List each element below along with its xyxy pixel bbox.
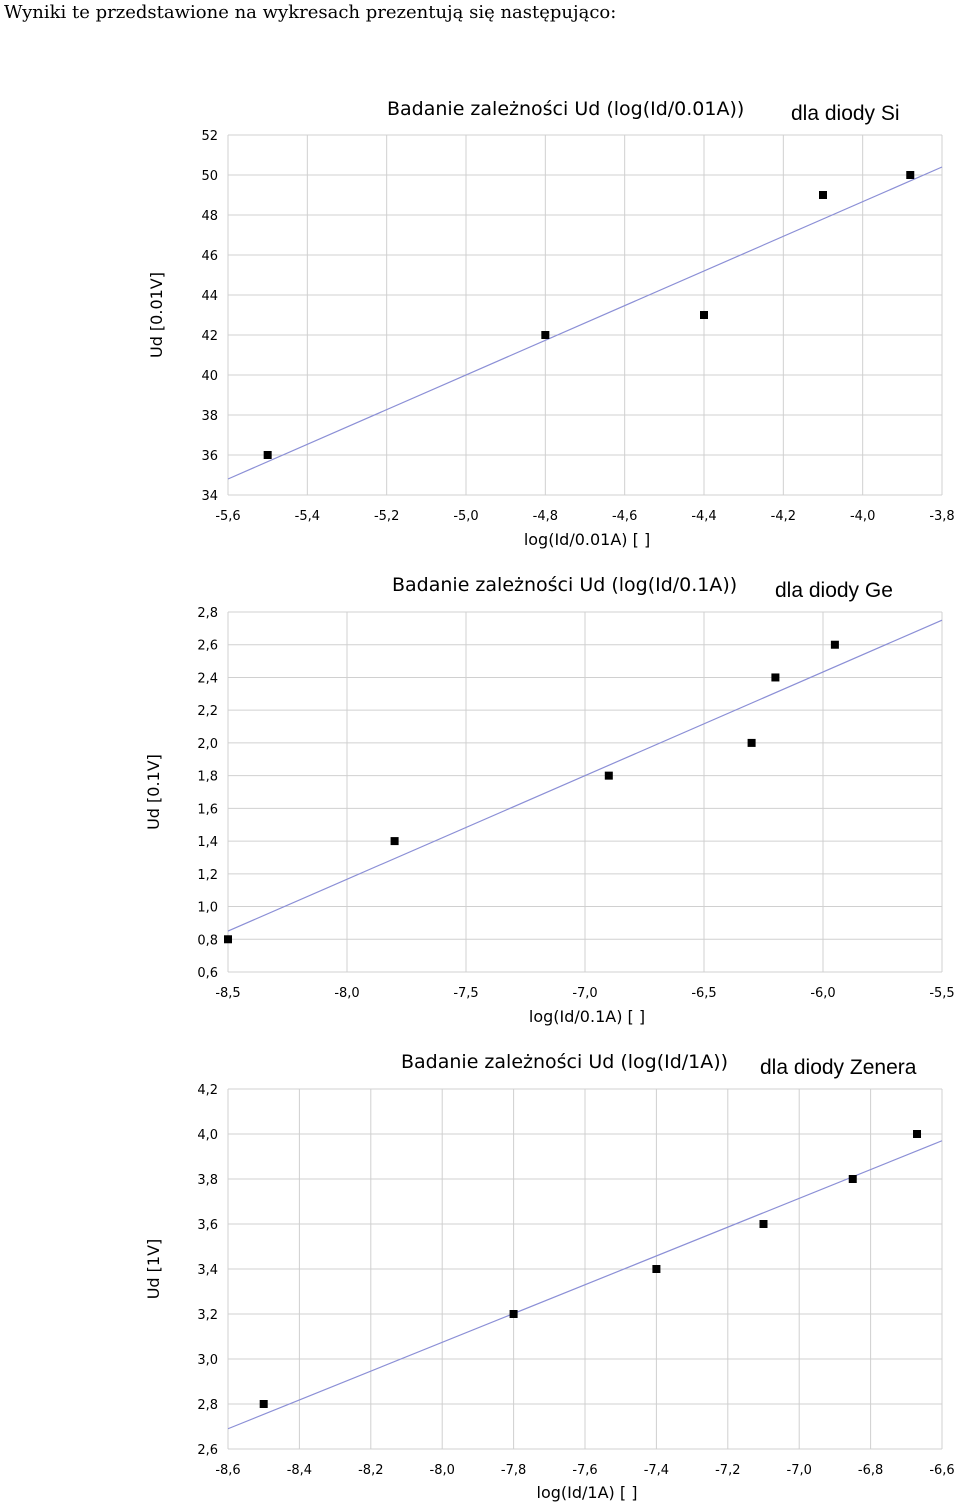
y-tick-label: 1,2 <box>197 868 218 883</box>
data-point <box>747 738 756 747</box>
grid <box>227 1088 943 1450</box>
y-axis-label: Ud [1V] <box>144 1239 163 1300</box>
chart-subtitle: dla diody Zenera <box>760 1056 917 1079</box>
chart-title: Badanie zależności Ud (log(Id/1A)) <box>401 1051 728 1073</box>
trend-line <box>227 1140 943 1430</box>
y-tick-label: 4,2 <box>197 1083 218 1098</box>
chart-title: Badanie zależności Ud (log(Id/0.1A)) <box>392 574 737 596</box>
x-tick-label: -3,8 <box>929 509 954 524</box>
trend-line <box>227 619 943 932</box>
y-tick-label: 3,0 <box>197 1353 218 1368</box>
y-tick-label: 1,8 <box>197 770 218 785</box>
x-axis-label: log(Id/0.01A) [ ] <box>524 530 650 549</box>
x-tick-label: -5,2 <box>374 509 399 524</box>
y-tick-label: 0,6 <box>197 966 218 981</box>
data-point <box>771 673 780 682</box>
x-tick-label: -4,8 <box>533 509 558 524</box>
x-tick-label: -7,0 <box>787 1463 812 1478</box>
x-tick-label: -7,0 <box>572 986 597 1001</box>
y-tick-label: 3,6 <box>197 1218 218 1233</box>
y-tick-label: 2,8 <box>197 1398 218 1413</box>
y-tick-label: 2,2 <box>197 704 218 719</box>
x-tick-label: -6,0 <box>810 986 835 1001</box>
data-point <box>604 771 613 780</box>
x-tick-label: -8,2 <box>358 1463 383 1478</box>
x-tick-label: -5,0 <box>453 509 478 524</box>
data-point <box>830 640 839 649</box>
data-point <box>906 171 915 179</box>
data-point <box>541 331 550 339</box>
x-tick-label: -7,2 <box>715 1463 740 1478</box>
x-tick-label: -4,4 <box>691 509 716 524</box>
y-tick-label: 36 <box>201 449 218 464</box>
data-point <box>652 1265 661 1273</box>
data-point <box>913 1130 922 1138</box>
y-tick-label: 44 <box>201 289 218 304</box>
chart-subtitle: dla diody Ge <box>775 579 893 602</box>
x-tick-label: -8,0 <box>334 986 359 1001</box>
x-axis-label: log(Id/0.1A) [ ] <box>529 1007 645 1026</box>
x-tick-label: -8,6 <box>215 1463 240 1478</box>
data-point <box>224 935 232 944</box>
data-point <box>848 1175 857 1183</box>
data-point <box>819 191 827 199</box>
y-tick-label: 2,0 <box>197 737 218 752</box>
y-tick-label: 1,6 <box>197 802 218 817</box>
x-tick-label: -4,0 <box>850 509 875 524</box>
x-tick-label: -7,5 <box>453 986 478 1001</box>
data-point <box>759 1220 768 1228</box>
y-tick-label: 2,4 <box>197 671 218 686</box>
x-tick-label: -7,4 <box>644 1463 669 1478</box>
y-tick-label: 3,2 <box>197 1308 218 1323</box>
x-tick-label: -8,4 <box>287 1463 312 1478</box>
chart-title: Badanie zależności Ud (log(Id/0.01A)) <box>387 98 744 120</box>
x-tick-label: -4,6 <box>612 509 637 524</box>
chart-si: -5,6 -5,4 -5,2 -5,0 -4,8 -4,6 -4,4 -4,2 -4,0 -3,8… <box>147 98 955 549</box>
y-tick-label: 34 <box>201 489 218 504</box>
y-tick-label: 52 <box>201 129 218 144</box>
x-tick-label: -8,5 <box>215 986 240 1001</box>
x-tick-label: -4,2 <box>771 509 796 524</box>
intro-text: Wyniki te przedstawione na wykresach pre… <box>4 2 617 23</box>
y-tick-label: 48 <box>201 209 218 224</box>
grid <box>227 134 943 496</box>
trend-line <box>227 166 943 480</box>
y-tick-label: 2,6 <box>197 1443 218 1458</box>
chart-subtitle: dla diody Si <box>791 102 900 125</box>
data-point <box>509 1310 518 1318</box>
x-tick-label: -7,8 <box>501 1463 526 1478</box>
y-tick-label: 50 <box>201 169 218 184</box>
y-tick-label: 1,4 <box>197 835 218 850</box>
grid <box>227 611 943 973</box>
data-point <box>263 451 272 459</box>
x-tick-label: -5,6 <box>215 509 240 524</box>
y-tick-label: 3,8 <box>197 1173 218 1188</box>
y-tick-label: 46 <box>201 249 218 264</box>
x-tick-label: -8,0 <box>430 1463 455 1478</box>
x-tick-label: -6,5 <box>691 986 716 1001</box>
x-tick-label: -6,8 <box>858 1463 883 1478</box>
x-tick-label: -5,4 <box>295 509 320 524</box>
data-point <box>700 311 708 319</box>
y-tick-label: 2,6 <box>197 639 218 654</box>
y-tick-label: 4,0 <box>197 1128 218 1143</box>
chart-ge: -8,5 -8,0 -7,5 -7,0 -6,5 -6,0 -5,5 0,6 0,8 1,0 1,2… <box>144 574 955 1026</box>
y-axis-label: Ud [0.01V] <box>147 272 166 358</box>
data-point <box>390 837 399 846</box>
y-tick-label: 0,8 <box>197 933 218 948</box>
y-tick-label: 42 <box>201 329 218 344</box>
y-tick-label: 3,4 <box>197 1263 218 1278</box>
x-tick-label: -5,5 <box>929 986 954 1001</box>
x-axis-label: log(Id/1A) [ ] <box>537 1483 638 1502</box>
y-tick-label: 1,0 <box>197 901 218 916</box>
y-tick-label: 38 <box>201 409 218 424</box>
y-tick-label: 40 <box>201 369 218 384</box>
y-tick-label: 2,8 <box>197 606 218 621</box>
x-tick-label: -6,6 <box>929 1463 954 1478</box>
y-axis-label: Ud [0.1V] <box>144 754 163 830</box>
x-tick-label: -7,6 <box>572 1463 597 1478</box>
data-point <box>259 1400 268 1408</box>
